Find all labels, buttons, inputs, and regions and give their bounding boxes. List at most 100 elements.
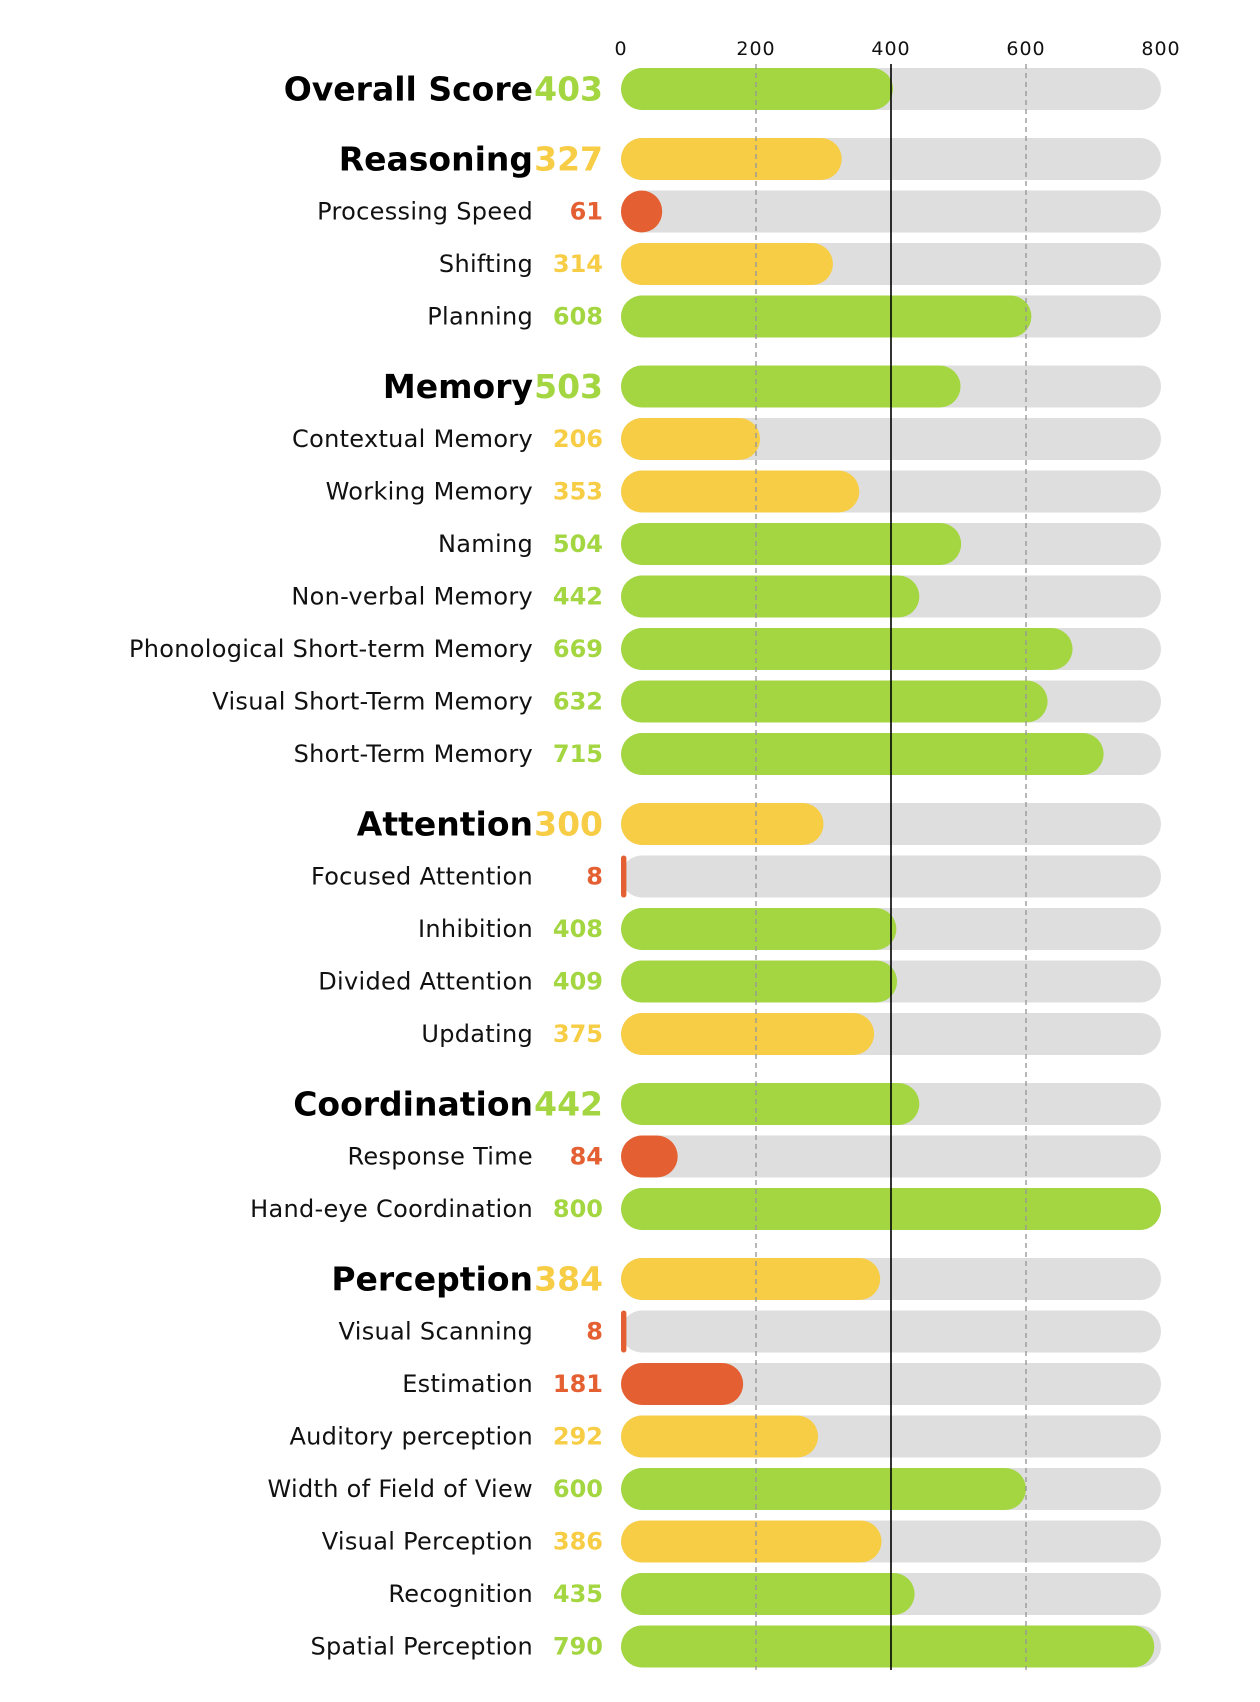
value-label: 403 (534, 70, 603, 109)
subscore-label: Planning (427, 303, 533, 331)
subscore-row: Shifting 314 (439, 243, 1161, 285)
value-bar (621, 1573, 915, 1615)
subscore-row: Visual Perception 386 (322, 1520, 1161, 1563)
value-label: 442 (553, 583, 603, 611)
value-bar (621, 1258, 881, 1300)
subscore-label: Updating (421, 1020, 533, 1048)
subscore-label: Non-verbal Memory (291, 583, 533, 611)
subscore-label: Auditory perception (289, 1423, 533, 1451)
value-bar (621, 1625, 1155, 1668)
x-tick-label: 800 (1141, 38, 1180, 60)
value-bar (621, 1468, 1026, 1510)
x-axis-ticks: 0 200 400 600 800 (614, 38, 1180, 60)
subscore-row: Processing Speed 61 (317, 190, 1161, 233)
value-bar (621, 1415, 819, 1458)
subscore-label: Response Time (347, 1143, 533, 1171)
value-label: 408 (553, 915, 603, 943)
category-label: Reasoning (339, 140, 533, 179)
category-row: Attention 300 (357, 803, 1161, 845)
subscore-row: Working Memory 353 (326, 470, 1161, 513)
value-label: 8 (586, 1318, 603, 1346)
category-label: Perception (331, 1260, 533, 1299)
subscore-label: Phonological Short-term Memory (129, 635, 533, 663)
value-bar (621, 1083, 920, 1125)
value-label: 84 (570, 1143, 603, 1171)
value-label: 8 (586, 863, 603, 891)
value-bar (621, 68, 894, 110)
value-label: 715 (553, 740, 603, 768)
x-tick-label: 600 (1006, 38, 1045, 60)
subscore-label: Shifting (439, 250, 533, 278)
subscore-row: Spatial Perception 790 (310, 1625, 1161, 1668)
subscore-row: Updating 375 (421, 1013, 1161, 1055)
subscore-label: Focused Attention (311, 863, 533, 891)
value-bar (621, 803, 824, 845)
subscore-label: Visual Scanning (339, 1318, 533, 1346)
value-label: 435 (553, 1580, 603, 1608)
category-row: Reasoning 327 (339, 138, 1161, 180)
category-label: Overall Score (284, 70, 533, 109)
value-label: 503 (534, 367, 603, 406)
value-bar (621, 138, 842, 180)
category-label: Memory (383, 367, 533, 406)
subscore-label: Naming (438, 530, 533, 558)
subscore-row: Short-Term Memory 715 (294, 733, 1161, 775)
value-label: 409 (553, 968, 603, 996)
value-label: 800 (553, 1195, 603, 1223)
gridlines (755, 64, 1027, 1670)
value-label: 206 (553, 425, 603, 453)
subscore-label: Divided Attention (318, 968, 533, 996)
subscore-row: Contextual Memory 206 (292, 418, 1161, 460)
subscore-label: Inhibition (418, 915, 533, 943)
value-bar (621, 575, 920, 618)
subscore-row: Naming 504 (438, 523, 1161, 565)
category-row: Perception 384 (331, 1258, 1161, 1300)
subscore-label: Estimation (402, 1370, 533, 1398)
value-label: 632 (553, 688, 603, 716)
value-label: 600 (553, 1475, 603, 1503)
subscore-row: Phonological Short-term Memory 669 (129, 628, 1161, 670)
value-bar (621, 960, 898, 1003)
subscore-label: Contextual Memory (292, 425, 533, 453)
value-bar (621, 470, 860, 513)
value-bar (621, 733, 1104, 775)
value-label: 504 (553, 530, 603, 558)
subscore-row: Focused Attention 8 (311, 855, 1161, 898)
subscore-row: Recognition 435 (388, 1573, 1161, 1615)
value-label: 375 (553, 1020, 603, 1048)
chart-rows: Overall Score 403 Reasoning 327 Processing S… (129, 68, 1161, 1668)
value-label: 608 (553, 303, 603, 331)
value-bar (621, 908, 897, 950)
subscore-row: Estimation 181 (402, 1363, 1161, 1405)
x-tick-label: 0 (614, 38, 627, 60)
value-bar (621, 680, 1048, 723)
subscore-row: Non-verbal Memory 442 (291, 575, 1161, 618)
value-bar (621, 855, 627, 898)
subscore-label: Spatial Perception (310, 1633, 533, 1661)
x-tick-label: 400 (871, 38, 910, 60)
subscore-label: Visual Perception (322, 1528, 533, 1556)
value-bar (621, 190, 663, 233)
subscore-label: Hand-eye Coordination (250, 1195, 533, 1223)
value-bar (621, 365, 961, 408)
subscore-label: Width of Field of View (268, 1475, 533, 1503)
value-bar (621, 628, 1073, 670)
category-label: Attention (357, 805, 533, 844)
value-bar (621, 418, 761, 460)
value-label: 442 (534, 1085, 603, 1124)
value-label: 292 (553, 1423, 603, 1451)
subscore-row: Inhibition 408 (418, 908, 1161, 950)
value-bar (621, 1363, 744, 1405)
category-label: Coordination (293, 1085, 533, 1124)
subscore-row: Response Time 84 (347, 1135, 1161, 1178)
value-label: 386 (553, 1528, 603, 1556)
value-label: 384 (534, 1260, 603, 1299)
value-label: 314 (553, 250, 603, 278)
subscore-row: Auditory perception 292 (289, 1415, 1161, 1458)
category-row: Coordination 442 (293, 1083, 1161, 1125)
value-label: 790 (553, 1633, 603, 1661)
value-bar (621, 1135, 678, 1178)
value-label: 61 (570, 198, 603, 226)
subscore-label: Working Memory (326, 478, 533, 506)
